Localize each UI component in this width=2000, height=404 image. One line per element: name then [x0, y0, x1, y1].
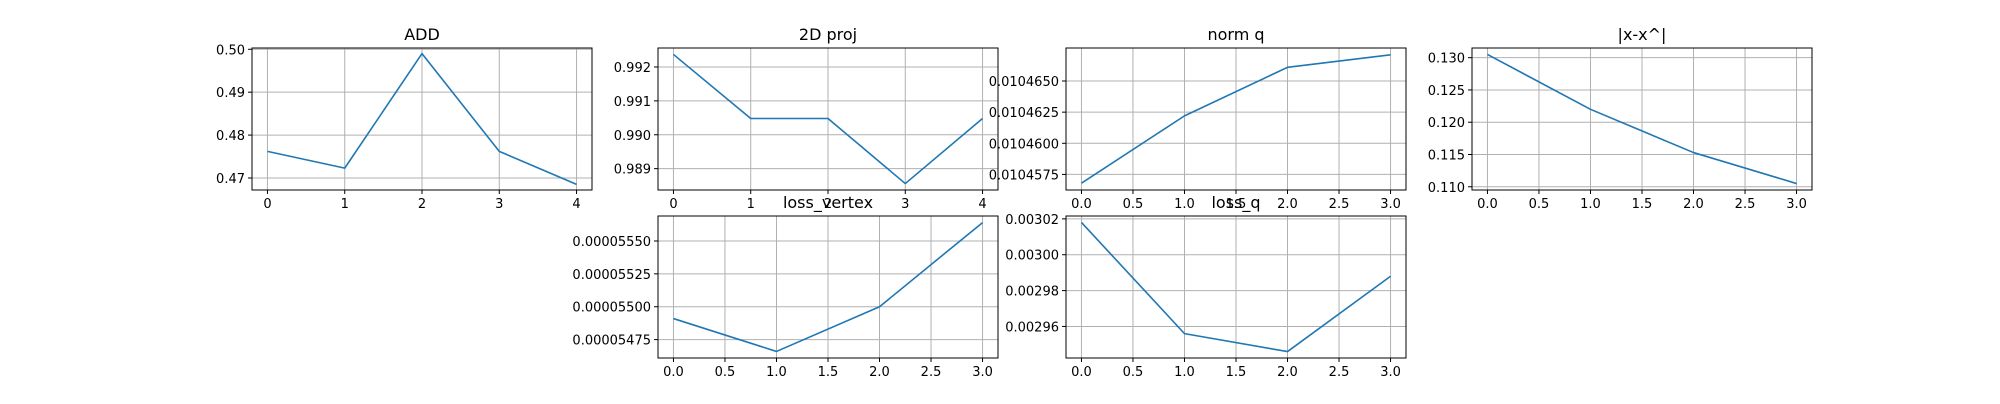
axes-frame [251, 47, 593, 191]
axes-frame [1065, 215, 1407, 359]
y-tick-label: 0.130 [1428, 52, 1465, 67]
x-tick-label: 0.5 [1123, 197, 1144, 212]
series-line [673, 221, 984, 353]
x-tick-label: 2 [418, 197, 426, 212]
x-tick-label: 3.0 [1786, 197, 1807, 212]
y-tick-label: 0.990 [614, 129, 651, 144]
axes-frame [1065, 47, 1407, 191]
y-tick-label: 0.00005475 [572, 334, 651, 349]
x-tick-label: 2.0 [869, 365, 890, 380]
x-tick-label: 0.5 [1123, 365, 1144, 380]
x-tick-label: 1.5 [1632, 197, 1653, 212]
x-tick-label: 2.5 [1329, 197, 1350, 212]
x-tick-label: 3.0 [972, 365, 993, 380]
x-tick-label: 0.0 [663, 365, 684, 380]
x-tick-label: 2 [824, 197, 832, 212]
series-line [1081, 54, 1391, 184]
x-tick-label: 3.0 [1380, 365, 1401, 380]
y-tick-label: 0.00005550 [572, 235, 651, 250]
x-tick-label: 1.0 [1580, 197, 1601, 212]
x-tick-label: 2.0 [1277, 197, 1298, 212]
y-tick-label: 0.989 [614, 163, 651, 178]
subplot-1: 0 1 2 3 4 0.47 0.48 0.49 0.50 ADD [216, 25, 593, 212]
subplot-3: 0.0 0.5 1.0 1.5 2.0 2.5 3.0 0.0104575 0.0104600 0… [989, 25, 1407, 212]
x-tick-label: 0.0 [1477, 197, 1498, 212]
subplot-6: 0.0 0.5 1.0 1.5 2.0 2.5 3.0 0.00296 0.00298 0.003… [1005, 193, 1407, 380]
x-tick-label: 1.0 [766, 365, 787, 380]
subplot-title: ADD [404, 25, 440, 44]
y-tick-label: 0.125 [1428, 84, 1465, 99]
x-tick-label: 1.5 [1226, 197, 1247, 212]
y-tick-label: 0.0104575 [989, 168, 1059, 183]
y-tick-label: 0.0104650 [989, 75, 1059, 90]
x-tick-label: 0.0 [1071, 365, 1092, 380]
subplot-title: |x-x^| [1618, 25, 1667, 44]
x-tick-label: 0 [669, 197, 677, 212]
x-tick-label: 1.5 [818, 365, 839, 380]
y-tick-label: 0.0104625 [989, 106, 1059, 121]
y-tick-label: 0.00005525 [572, 268, 651, 283]
subplot-title: loss_vertex [783, 193, 873, 213]
subplot-5: 0.0 0.5 1.0 1.5 2.0 2.5 3.0 0.00005475 0.0000550… [572, 193, 999, 380]
subplot-4: 0.0 0.5 1.0 1.5 2.0 2.5 3.0 0.110 0.115 0.120 0.12… [1428, 25, 1813, 212]
subplot-title: loss_q [1211, 193, 1260, 213]
x-tick-label: 0.0 [1071, 197, 1092, 212]
axes-frame [657, 215, 999, 359]
x-tick-label: 2.5 [1735, 197, 1756, 212]
x-tick-label: 1.5 [1226, 365, 1247, 380]
subplot-title: norm q [1207, 25, 1264, 44]
y-tick-label: 0.992 [614, 61, 651, 76]
y-tick-label: 0.00300 [1005, 249, 1059, 264]
x-tick-label: 2.0 [1683, 197, 1704, 212]
y-tick-label: 0.00296 [1005, 320, 1059, 335]
x-tick-label: 4 [572, 197, 580, 212]
y-tick-label: 0.115 [1428, 149, 1465, 164]
y-tick-label: 0.00302 [1005, 213, 1059, 228]
y-tick-label: 0.00005500 [572, 301, 651, 316]
series-line [1080, 221, 1392, 353]
y-tick-label: 0.48 [216, 129, 245, 144]
x-tick-label: 3.0 [1380, 197, 1401, 212]
x-tick-label: 0.5 [715, 365, 736, 380]
x-tick-label: 1 [747, 197, 755, 212]
y-tick-label: 0.00298 [1005, 285, 1059, 300]
y-tick-label: 0.110 [1428, 181, 1465, 196]
y-tick-label: 0.50 [216, 43, 245, 58]
x-tick-label: 1 [341, 197, 349, 212]
y-tick-label: 0.49 [216, 86, 245, 101]
x-tick-label: 1.0 [1174, 365, 1195, 380]
x-tick-label: 2.5 [1329, 365, 1350, 380]
subplot-2: 0 1 2 3 4 0.989 0.990 0.991 0.992 2D proj [614, 25, 999, 212]
x-tick-label: 4 [978, 197, 986, 212]
x-tick-label: 3 [495, 197, 503, 212]
series-line [267, 52, 577, 186]
x-tick-label: 3 [901, 197, 909, 212]
y-tick-label: 0.47 [216, 172, 245, 187]
x-tick-label: 2.5 [921, 365, 942, 380]
x-tick-label: 1.0 [1174, 197, 1195, 212]
series-line [672, 53, 984, 185]
x-tick-label: 0 [263, 197, 271, 212]
subplot-title: 2D proj [799, 25, 857, 44]
y-tick-label: 0.120 [1428, 116, 1465, 131]
x-tick-label: 0.5 [1529, 197, 1550, 212]
x-tick-label: 2.0 [1277, 365, 1298, 380]
y-tick-label: 0.991 [614, 95, 651, 110]
axes-frame [657, 47, 999, 191]
series-line [1487, 53, 1797, 185]
axes-frame [1471, 47, 1813, 191]
y-tick-label: 0.0104600 [989, 137, 1059, 152]
